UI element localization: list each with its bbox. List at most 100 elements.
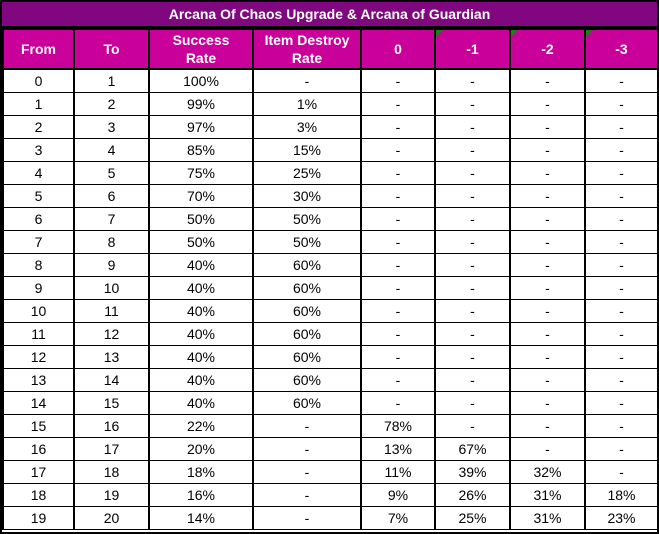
cell-drop_-1[interactable]: -: [434, 115, 511, 139]
cell-drop_0[interactable]: -: [360, 138, 436, 162]
cell-drop_-2[interactable]: -: [509, 207, 586, 231]
cell-item_destroy_rate[interactable]: 60%: [252, 322, 362, 346]
cell-from[interactable]: 13: [2, 368, 75, 392]
cell-drop_0[interactable]: -: [360, 299, 436, 323]
cell-success_rate[interactable]: 40%: [148, 299, 254, 323]
cell-drop_-1[interactable]: -: [434, 368, 511, 392]
cell-drop_0[interactable]: 7%: [360, 506, 436, 530]
cell-to[interactable]: 16: [73, 414, 150, 438]
cell-item_destroy_rate[interactable]: 60%: [252, 253, 362, 277]
cell-drop_0[interactable]: -: [360, 368, 436, 392]
cell-drop_-1[interactable]: 67%: [434, 437, 511, 461]
cell-from[interactable]: 5: [2, 184, 75, 208]
cell-drop_-1[interactable]: -: [434, 184, 511, 208]
cell-to[interactable]: 9: [73, 253, 150, 277]
cell-from[interactable]: 15: [2, 414, 75, 438]
cell-from[interactable]: 16: [2, 437, 75, 461]
cell-drop_-3[interactable]: -: [584, 345, 657, 369]
cell-drop_-3[interactable]: -: [584, 414, 657, 438]
cell-drop_-2[interactable]: -: [509, 345, 586, 369]
cell-drop_0[interactable]: -: [360, 184, 436, 208]
cell-drop_-3[interactable]: -: [584, 207, 657, 231]
cell-drop_0[interactable]: 78%: [360, 414, 436, 438]
cell-from[interactable]: 19: [2, 506, 75, 530]
cell-drop_-2[interactable]: -: [509, 230, 586, 254]
cell-drop_-3[interactable]: -: [584, 276, 657, 300]
cell-drop_-3[interactable]: -: [584, 437, 657, 461]
cell-drop_-1[interactable]: -: [434, 276, 511, 300]
cell-from[interactable]: 7: [2, 230, 75, 254]
cell-item_destroy_rate[interactable]: -: [252, 414, 362, 438]
cell-drop_-2[interactable]: -: [509, 368, 586, 392]
cell-drop_-1[interactable]: -: [434, 68, 511, 93]
cell-drop_-2[interactable]: -: [509, 322, 586, 346]
cell-success_rate[interactable]: 40%: [148, 391, 254, 415]
cell-item_destroy_rate[interactable]: 60%: [252, 368, 362, 392]
cell-drop_0[interactable]: -: [360, 161, 436, 185]
cell-success_rate[interactable]: 75%: [148, 161, 254, 185]
cell-success_rate[interactable]: 22%: [148, 414, 254, 438]
cell-drop_-3[interactable]: -: [584, 368, 657, 392]
cell-drop_-3[interactable]: -: [584, 92, 657, 116]
cell-success_rate[interactable]: 16%: [148, 483, 254, 507]
cell-drop_-1[interactable]: -: [434, 92, 511, 116]
cell-drop_-3[interactable]: -: [584, 138, 657, 162]
cell-drop_-2[interactable]: -: [509, 92, 586, 116]
cell-success_rate[interactable]: 18%: [148, 460, 254, 484]
cell-to[interactable]: 8: [73, 230, 150, 254]
cell-drop_-1[interactable]: 39%: [434, 460, 511, 484]
col-header-drop-0[interactable]: 0: [360, 28, 436, 70]
cell-drop_-1[interactable]: 26%: [434, 483, 511, 507]
cell-to[interactable]: 18: [73, 460, 150, 484]
cell-drop_-2[interactable]: -: [509, 414, 586, 438]
cell-drop_-1[interactable]: -: [434, 299, 511, 323]
cell-item_destroy_rate[interactable]: -: [252, 506, 362, 530]
col-header-item-destroy-rate[interactable]: Item Destroy Rate: [252, 28, 362, 70]
cell-from[interactable]: 4: [2, 161, 75, 185]
cell-drop_0[interactable]: 13%: [360, 437, 436, 461]
cell-drop_0[interactable]: -: [360, 391, 436, 415]
cell-drop_-2[interactable]: -: [509, 68, 586, 93]
cell-item_destroy_rate[interactable]: 50%: [252, 230, 362, 254]
cell-item_destroy_rate[interactable]: 60%: [252, 276, 362, 300]
cell-drop_-2[interactable]: -: [509, 299, 586, 323]
cell-drop_-2[interactable]: 31%: [509, 506, 586, 530]
cell-drop_-3[interactable]: -: [584, 460, 657, 484]
cell-drop_-3[interactable]: -: [584, 115, 657, 139]
cell-drop_-2[interactable]: -: [509, 161, 586, 185]
cell-to[interactable]: 14: [73, 368, 150, 392]
cell-drop_-3[interactable]: -: [584, 184, 657, 208]
cell-success_rate[interactable]: 40%: [148, 345, 254, 369]
cell-to[interactable]: 11: [73, 299, 150, 323]
cell-item_destroy_rate[interactable]: 25%: [252, 161, 362, 185]
cell-drop_0[interactable]: -: [360, 230, 436, 254]
cell-from[interactable]: 1: [2, 92, 75, 116]
cell-from[interactable]: 17: [2, 460, 75, 484]
cell-from[interactable]: 6: [2, 207, 75, 231]
cell-to[interactable]: 17: [73, 437, 150, 461]
col-header-drop-minus2[interactable]: -2: [509, 28, 586, 70]
cell-from[interactable]: 8: [2, 253, 75, 277]
cell-drop_-2[interactable]: -: [509, 437, 586, 461]
cell-drop_-1[interactable]: -: [434, 391, 511, 415]
cell-from[interactable]: 0: [2, 68, 75, 93]
cell-success_rate[interactable]: 50%: [148, 230, 254, 254]
cell-success_rate[interactable]: 20%: [148, 437, 254, 461]
cell-success_rate[interactable]: 50%: [148, 207, 254, 231]
cell-to[interactable]: 3: [73, 115, 150, 139]
cell-to[interactable]: 1: [73, 68, 150, 93]
cell-item_destroy_rate[interactable]: 30%: [252, 184, 362, 208]
cell-to[interactable]: 12: [73, 322, 150, 346]
col-header-success-rate[interactable]: Success Rate: [148, 28, 254, 70]
col-header-drop-minus3[interactable]: -3: [584, 28, 657, 70]
cell-drop_-1[interactable]: -: [434, 322, 511, 346]
cell-drop_0[interactable]: -: [360, 68, 436, 93]
cell-drop_0[interactable]: -: [360, 207, 436, 231]
col-header-from[interactable]: From: [2, 28, 75, 70]
cell-success_rate[interactable]: 40%: [148, 253, 254, 277]
cell-from[interactable]: 3: [2, 138, 75, 162]
cell-to[interactable]: 7: [73, 207, 150, 231]
cell-drop_0[interactable]: -: [360, 92, 436, 116]
cell-item_destroy_rate[interactable]: 60%: [252, 299, 362, 323]
cell-item_destroy_rate[interactable]: 15%: [252, 138, 362, 162]
